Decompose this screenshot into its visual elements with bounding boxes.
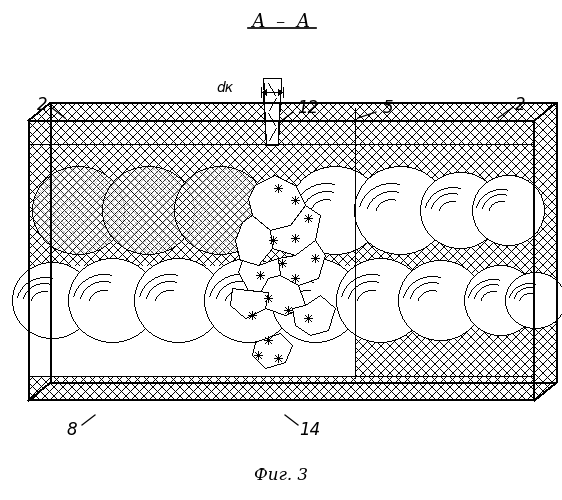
Text: 14: 14: [300, 421, 321, 439]
Text: dк: dк: [216, 81, 234, 95]
Text: 5: 5: [383, 99, 393, 117]
Text: Фиг. 3: Фиг. 3: [254, 466, 308, 483]
Text: А  –  А: А – А: [251, 13, 311, 31]
Text: 2: 2: [37, 96, 47, 114]
Text: 8: 8: [67, 421, 78, 439]
Text: 2: 2: [515, 96, 525, 114]
Text: 12: 12: [297, 99, 319, 117]
